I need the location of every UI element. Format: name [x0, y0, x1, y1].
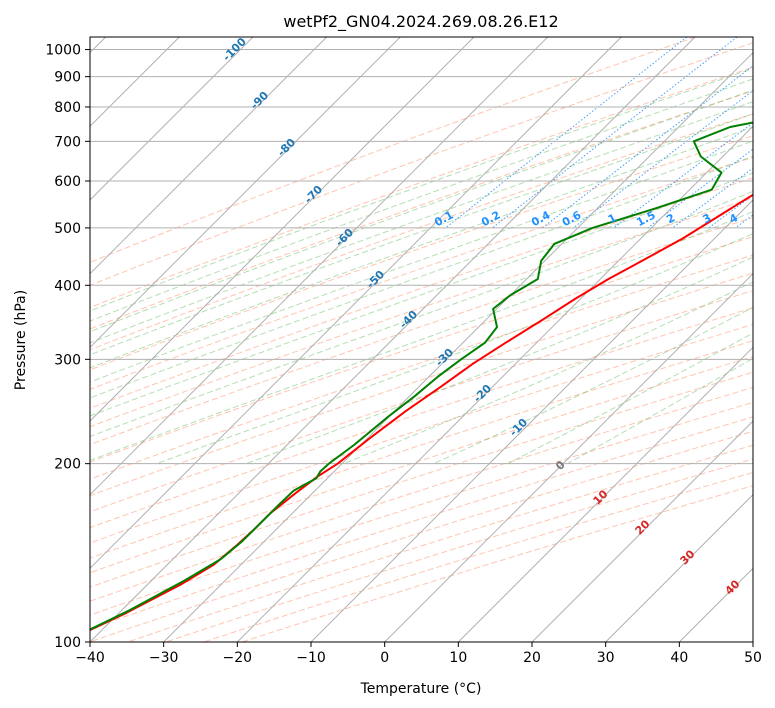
- dry-adiabat: [90, 42, 753, 286]
- mixing-ratio-line: [734, 214, 753, 229]
- isotherm-label-positive: 20: [633, 517, 653, 537]
- grid-lines: [90, 37, 753, 642]
- isotherm-line: [752, 641, 753, 642]
- isotherm-line: [310, 199, 753, 642]
- x-axis-label: Temperature (°C): [360, 681, 482, 697]
- y-tick-label: 800: [54, 100, 81, 116]
- dry-adiabat: [90, 340, 753, 559]
- dry-adiabat: [90, 416, 753, 630]
- y-tick-label: 200: [54, 457, 81, 473]
- isotherm-line: [90, 37, 254, 201]
- mixing-ratio-label: 0.2: [479, 208, 502, 229]
- isotherm-line: [90, 37, 549, 496]
- dry-adiabat: [90, 290, 753, 513]
- dry-adiabat: [90, 90, 753, 330]
- moist-adiabat: [343, 281, 753, 465]
- isotherm-label-positive: 10: [591, 487, 611, 507]
- moist-adiabat: [90, 140, 753, 383]
- moist-adiabat: [507, 332, 753, 465]
- isotherm-label-positive: 40: [723, 577, 743, 597]
- dry-adiabat: [90, 386, 753, 602]
- moist-adiabat: [90, 101, 753, 344]
- isotherm-line: [90, 37, 696, 642]
- x-tick-label: 10: [449, 650, 467, 666]
- isotherm-line: [457, 346, 753, 642]
- y-tick-label: 900: [54, 70, 81, 86]
- plot-frame: [89, 36, 754, 643]
- y-tick-label: 700: [54, 134, 81, 150]
- dry-adiabat: [241, 485, 753, 642]
- mixing-ratio-label: 2: [664, 211, 677, 226]
- isotherm-label: -10: [507, 416, 530, 439]
- x-tick-label: 50: [744, 650, 762, 666]
- x-tick-label: −40: [75, 650, 105, 666]
- isotherm-line: [90, 37, 401, 349]
- moist-adiabat: [90, 126, 753, 369]
- isotherm-line: [384, 272, 753, 642]
- y-tick-label: 400: [54, 278, 81, 294]
- dry-adiabat: [90, 236, 753, 463]
- x-tick-label: 40: [670, 650, 688, 666]
- dry-adiabat: [90, 371, 753, 588]
- y-tick-label: 100: [54, 635, 81, 651]
- moist-adiabat: [90, 78, 753, 322]
- mixing-ratio-line: [445, 37, 688, 229]
- dry-adiabat: [90, 197, 753, 428]
- dry-adiabat: [90, 401, 753, 616]
- y-tick-label: 1000: [45, 43, 81, 59]
- mixing-ratio-line: [672, 167, 753, 229]
- isotherm-line: [90, 37, 328, 275]
- profile-lines: [90, 121, 753, 632]
- dry-adiabat: [90, 113, 753, 351]
- moist-adiabat: [567, 357, 753, 465]
- isotherm-label: -90: [248, 89, 271, 112]
- isotherm-label: -20: [471, 382, 494, 405]
- dry-adiabat: [90, 135, 753, 371]
- isotherm-label: -70: [302, 183, 325, 206]
- mixing-ratio-line: [492, 37, 738, 229]
- y-tick-label: 300: [54, 352, 81, 368]
- background-lines: [90, 37, 753, 642]
- x-tick-label: −10: [296, 650, 326, 666]
- y-axis: 100 200 300 400 500 600 700 800 900 1000: [45, 43, 90, 651]
- y-tick-label: 500: [54, 221, 81, 237]
- dry-adiabat: [90, 254, 753, 480]
- isotherm-line: [236, 125, 753, 642]
- x-tick-label: 30: [597, 650, 615, 666]
- mixing-ratio-label: 1.5: [634, 209, 657, 230]
- y-axis-label: Pressure (hPa): [13, 290, 29, 390]
- mixing-ratio-line: [613, 122, 753, 229]
- x-tick-label: −20: [223, 650, 253, 666]
- moist-adiabat: [90, 172, 753, 417]
- mixing-ratio-label: 3: [701, 211, 714, 226]
- isotherm-line: [90, 37, 475, 422]
- moist-adiabat: [245, 256, 753, 465]
- isotherm-line: [163, 51, 753, 642]
- x-axis: −40 −30 −20 −10 0 10 20 30 40 50: [75, 642, 762, 666]
- dry-adiabat: [90, 307, 753, 529]
- x-tick-label: 0: [380, 650, 389, 666]
- isotherm-label-positive: 30: [678, 547, 698, 567]
- moist-adiabat: [90, 113, 753, 356]
- dry-adiabat: [90, 177, 753, 409]
- isotherm-label: -80: [275, 136, 298, 159]
- mixing-ratio-label: 0.4: [529, 208, 553, 229]
- mixing-ratio-line: [542, 65, 753, 229]
- y-tick-label: 600: [54, 174, 81, 190]
- dry-adiabat: [90, 37, 696, 263]
- mixing-ratio-label: 0.1: [432, 208, 455, 229]
- chart-title: wetPf2_GN04.2024.269.08.26.E12: [283, 12, 558, 32]
- moist-adiabat: [90, 89, 753, 333]
- x-tick-label: 20: [523, 650, 541, 666]
- isotherm-line: [531, 420, 753, 642]
- isotherm-line: [605, 493, 753, 642]
- isotherm-line: [90, 37, 622, 570]
- dewpoint-line: [90, 121, 753, 631]
- moist-adiabat: [90, 67, 753, 312]
- x-tick-label: −30: [149, 650, 179, 666]
